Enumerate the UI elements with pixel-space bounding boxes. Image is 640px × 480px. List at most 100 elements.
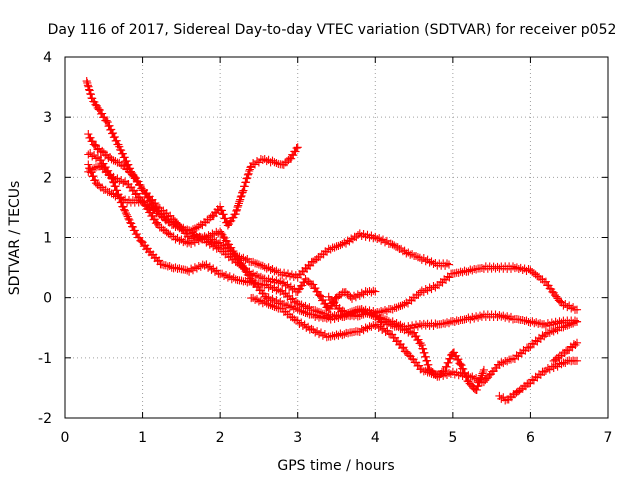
- y-tick-label: 1: [43, 231, 52, 247]
- data-point: [291, 147, 300, 156]
- chart-title: Day 116 of 2017, Sidereal Day-to-day VTE…: [48, 22, 617, 38]
- data-point: [371, 287, 380, 296]
- data-point: [85, 85, 94, 94]
- data-point: [296, 270, 305, 279]
- data-point: [154, 209, 163, 218]
- data-point: [476, 375, 485, 384]
- data-point: [242, 174, 251, 183]
- y-tick-label: -2: [38, 411, 52, 427]
- data-point: [507, 393, 516, 402]
- plot-frame: [64, 56, 609, 419]
- data-point: [572, 356, 582, 365]
- data-point: [243, 170, 252, 179]
- x-tick-label: 0: [61, 430, 70, 446]
- data-point: [241, 178, 251, 187]
- data-point: [217, 206, 226, 215]
- data-point: [124, 160, 133, 169]
- x-tick-labels: 0 1 2 3 4 5 6 7: [61, 430, 613, 446]
- data-point: [152, 253, 161, 262]
- data-point: [399, 343, 408, 352]
- data-point: [572, 338, 582, 347]
- data-point: [474, 381, 483, 390]
- data-point: [299, 267, 308, 276]
- data-point: [446, 354, 455, 363]
- data-point: [107, 173, 116, 182]
- data-point: [472, 385, 481, 394]
- data-point: [517, 349, 526, 358]
- x-tick-label: 2: [216, 430, 225, 446]
- data-point: [278, 304, 287, 313]
- data-point: [421, 352, 430, 361]
- data-point: [235, 197, 244, 206]
- data-point: [98, 146, 107, 155]
- data-point: [538, 331, 547, 340]
- data-point: [533, 272, 542, 281]
- data-point: [390, 241, 399, 250]
- data-point: [268, 294, 277, 303]
- data-point: [84, 82, 93, 91]
- data-point: [441, 366, 450, 376]
- y-axis-label: SDTVAR / TECUs: [7, 181, 23, 296]
- data-point: [396, 301, 405, 310]
- x-tick-label: 1: [138, 430, 147, 446]
- data-point: [134, 193, 143, 202]
- data-point: [90, 140, 99, 149]
- data-point: [338, 306, 347, 315]
- data-point: [86, 90, 95, 99]
- data-point: [390, 333, 400, 342]
- data-point: [233, 203, 242, 212]
- data-point: [304, 260, 313, 269]
- data-point: [109, 178, 118, 187]
- data-point: [94, 105, 103, 114]
- data-point: [153, 257, 162, 266]
- data-point: [82, 77, 91, 86]
- data-point: [232, 206, 241, 215]
- data-point: [246, 163, 255, 172]
- data-point: [245, 166, 254, 176]
- series-track-9: [549, 338, 582, 365]
- x-tick-label: 7: [604, 430, 613, 446]
- data-point: [214, 243, 223, 252]
- data-point: [420, 348, 429, 357]
- data-point: [572, 305, 582, 314]
- x-tick-label: 5: [448, 430, 457, 446]
- data-point: [569, 340, 578, 349]
- data-point: [442, 362, 451, 372]
- data-point: [221, 214, 230, 223]
- data-point: [529, 269, 538, 278]
- data-point: [456, 360, 465, 369]
- data-point: [386, 239, 395, 248]
- data-point: [155, 256, 164, 265]
- data-point: [137, 237, 146, 246]
- data-point: [290, 315, 299, 324]
- data-point: [383, 326, 392, 335]
- data-point: [127, 170, 136, 179]
- data-point: [306, 261, 315, 270]
- data-point: [109, 177, 118, 186]
- data-point: [104, 153, 113, 162]
- data-point: [524, 343, 533, 352]
- data-point: [385, 329, 394, 338]
- data-point: [367, 288, 376, 297]
- data-point: [102, 116, 111, 125]
- data-point: [85, 86, 94, 95]
- data-point: [114, 190, 123, 199]
- data-point: [136, 180, 145, 190]
- data-point: [411, 251, 421, 261]
- series-track-8: [495, 356, 582, 405]
- data-point: [454, 355, 463, 364]
- data-point: [306, 279, 315, 288]
- data-point: [478, 369, 487, 378]
- data-point: [462, 372, 471, 381]
- data-series: [82, 77, 582, 405]
- data-point: [515, 386, 524, 395]
- y-tick-label: 0: [43, 291, 52, 307]
- data-point: [298, 267, 307, 276]
- y-tick-label: 3: [43, 110, 52, 126]
- data-point: [219, 210, 228, 219]
- data-point: [146, 196, 156, 205]
- data-point: [315, 291, 324, 300]
- data-point: [556, 297, 565, 306]
- data-point: [279, 278, 288, 287]
- data-point: [238, 188, 247, 197]
